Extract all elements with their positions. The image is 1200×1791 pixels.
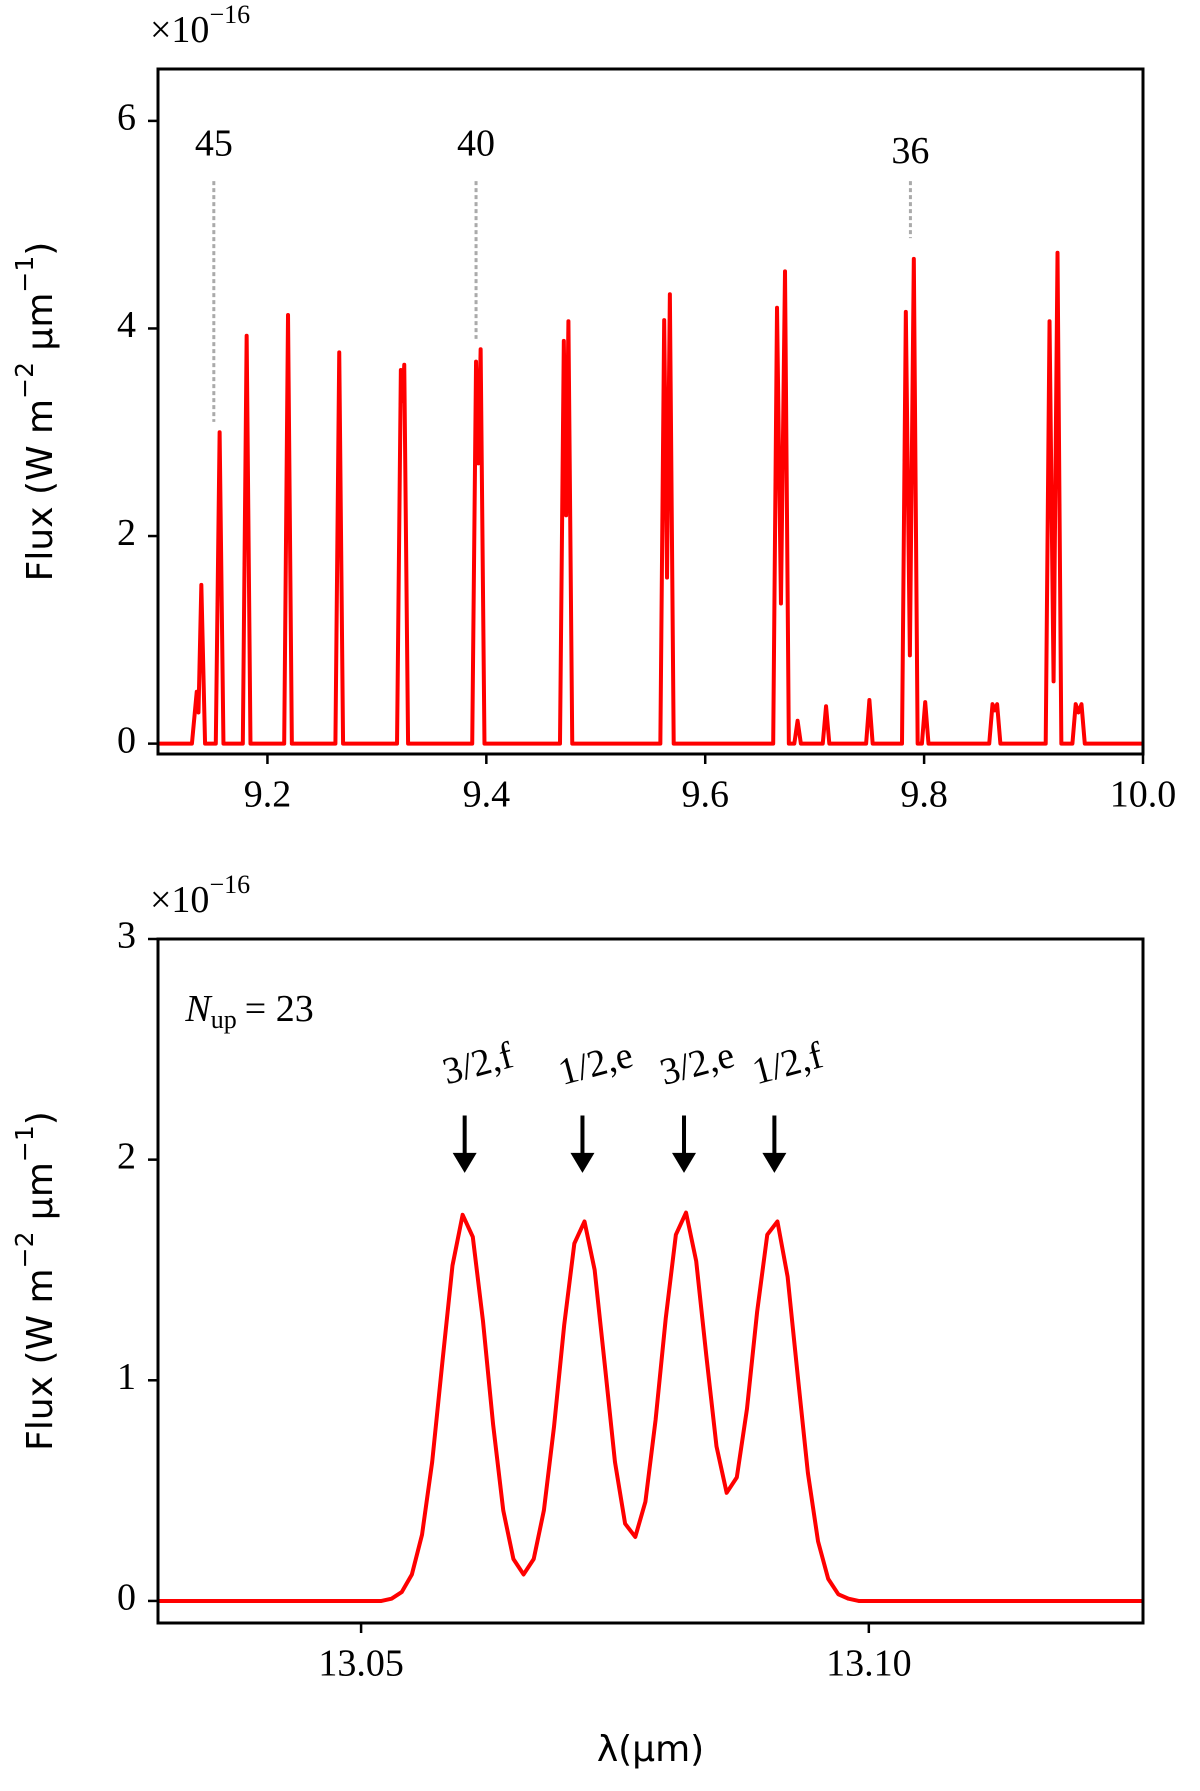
y-tick-label: 1 (117, 1356, 136, 1398)
text-part: ) (20, 1111, 61, 1125)
text-part: Flux (W m (20, 1268, 61, 1450)
spectrum-line (158, 250, 1143, 746)
arrow-label: 1/2,e (554, 1034, 637, 1094)
x-tick-label: 13.10 (826, 1643, 912, 1685)
arrow-label: 3/2,e (656, 1034, 739, 1094)
y-tick-label: 2 (117, 512, 136, 554)
arrow-head (672, 1152, 697, 1173)
superscript: −2 (10, 1232, 39, 1269)
text-part: ) (20, 242, 61, 256)
superscript: −16 (209, 870, 250, 899)
offset-text: ×10−16 (150, 870, 250, 921)
x-axis-label: λ(μm) (597, 1729, 704, 1770)
arrow-head (570, 1152, 595, 1173)
axes-frame (156, 937, 1145, 1625)
text-part: μm (20, 293, 61, 362)
x-tick-label: 13.05 (318, 1643, 404, 1685)
superscript: −2 (10, 362, 39, 399)
superscript: −1 (10, 1125, 39, 1162)
spectrum-line (158, 1210, 1143, 1603)
y-tick-label: 6 (117, 97, 136, 139)
y-axis-label: Flux (W m−2 μm−1) (10, 242, 61, 582)
note-subscript: up (211, 1005, 237, 1034)
text-part: ×10 (150, 9, 209, 51)
text-part: ×10 (150, 879, 209, 921)
y-tick-label: 0 (117, 1577, 136, 1619)
marker-label: 36 (891, 130, 929, 172)
y-tick-label: 2 (117, 1135, 136, 1177)
arrow-label: 1/2,f (748, 1034, 828, 1093)
arrow-label: 3/2,f (438, 1034, 518, 1093)
x-tick-label: 9.2 (244, 774, 292, 816)
text-part: μm (20, 1162, 61, 1231)
note: Nup = 23 (184, 988, 313, 1034)
y-tick-label: 3 (117, 915, 136, 957)
note-suffix: = 23 (245, 988, 314, 1030)
text-part: Flux (W m (20, 399, 61, 581)
marker-label: 45 (195, 123, 233, 165)
note-symbol: N (184, 988, 213, 1030)
y-tick-label: 0 (117, 719, 136, 761)
x-tick-label: 9.4 (463, 774, 511, 816)
superscript: −16 (209, 0, 250, 29)
marker-label: 40 (457, 123, 495, 165)
arrow-head (452, 1152, 477, 1173)
offset-text: ×10−16 (150, 0, 250, 51)
superscript: −1 (10, 256, 39, 293)
arrow-head (762, 1152, 787, 1173)
x-tick-label: 10.0 (1110, 774, 1177, 816)
axes-frame (156, 67, 1145, 756)
y-axis-label: Flux (W m−2 μm−1) (10, 1111, 61, 1451)
y-tick-label: 4 (117, 304, 136, 346)
x-tick-label: 9.8 (900, 774, 948, 816)
x-tick-label: 9.6 (681, 774, 729, 816)
